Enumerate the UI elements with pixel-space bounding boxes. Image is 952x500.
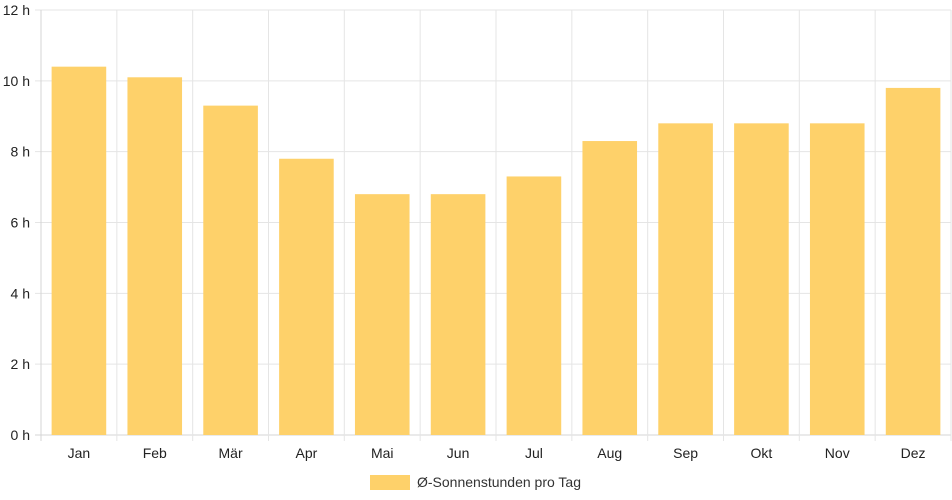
x-tick-label: Jan	[68, 445, 91, 461]
bar-Aug[interactable]	[582, 141, 638, 435]
y-tick-label: 8 h	[11, 144, 30, 160]
x-tick-label: Aug	[597, 445, 622, 461]
x-tick-label: Okt	[751, 445, 773, 461]
bar-Feb[interactable]	[127, 77, 183, 436]
y-tick-label: 12 h	[3, 2, 30, 18]
legend[interactable]: Ø-Sonnenstunden pro Tag	[370, 474, 581, 490]
bar-Sep[interactable]	[658, 123, 713, 435]
grid-lines	[35, 9, 952, 441]
x-tick-label: Jun	[447, 445, 470, 461]
x-tick-label: Dez	[901, 445, 926, 461]
x-tick-label: Feb	[143, 445, 167, 461]
x-tick-label: Apr	[296, 445, 318, 461]
bar-Apr[interactable]	[279, 158, 334, 435]
x-axis-ticks: Jan Feb Mär Apr Mai Jun Jul Aug Sep Okt Nov Dez	[68, 445, 926, 461]
y-tick-label: 0 h	[11, 427, 30, 443]
bar-Nov[interactable]	[809, 123, 865, 435]
x-tick-label: Mai	[371, 445, 394, 461]
x-tick-label: Sep	[673, 445, 698, 461]
bar-Okt[interactable]	[734, 123, 789, 435]
y-tick-label: 6 h	[11, 215, 30, 231]
legend-swatch[interactable]	[370, 475, 410, 490]
x-tick-label: Mär	[219, 445, 243, 461]
bar-Mai[interactable]	[354, 194, 410, 435]
y-tick-label: 10 h	[3, 73, 30, 89]
bar-Jul[interactable]	[506, 176, 562, 436]
bar-Jun[interactable]	[430, 194, 486, 435]
bars	[51, 66, 941, 436]
legend-label[interactable]: Ø-Sonnenstunden pro Tag	[417, 474, 581, 490]
y-tick-label: 2 h	[11, 356, 30, 372]
y-tick-label: 4 h	[11, 285, 30, 301]
bar-Jan[interactable]	[51, 66, 107, 436]
bar-Mär[interactable]	[203, 105, 258, 435]
y-axis-ticks: 0 h 2 h 4 h 6 h 8 h 10 h 12 h	[3, 2, 30, 443]
x-tick-label: Nov	[825, 445, 850, 461]
x-tick-label: Jul	[525, 445, 543, 461]
bar-Dez[interactable]	[885, 87, 941, 436]
